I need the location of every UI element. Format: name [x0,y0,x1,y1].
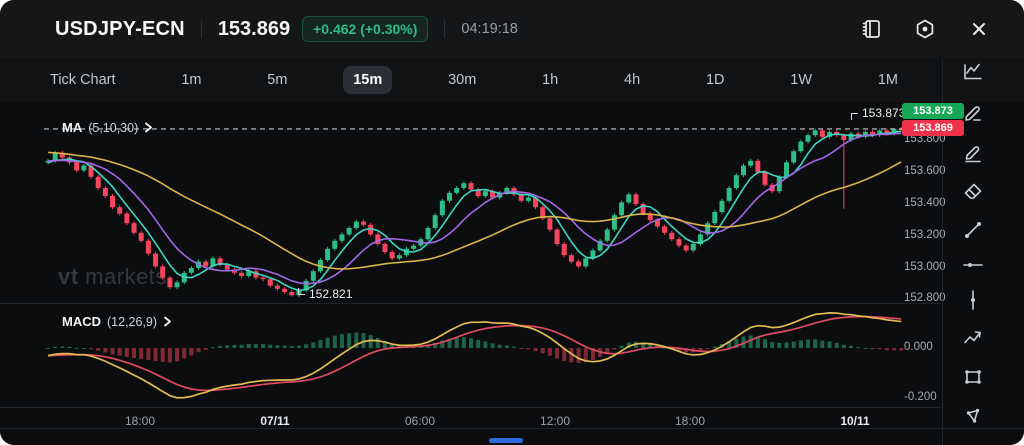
macd-tick: 0.000 [904,341,933,353]
tool-eraser-button[interactable] [956,175,990,209]
pencil-icon [965,106,981,121]
price-tick: 153.800 [904,133,946,145]
tool-marker-button[interactable] [956,136,990,170]
tab-1mo[interactable]: 1M [868,66,908,94]
timeframe-tabs: Tick Chart 1m 5m 15m 30m 1h 4h 1D 1W 1M [40,58,908,102]
toolbar-divider [942,58,943,445]
panel-divider [0,407,941,408]
tab-5m[interactable]: 5m [257,66,297,94]
close-icon [973,23,985,35]
close-button[interactable] [962,12,996,46]
tool-trend-line-button[interactable] [956,213,990,247]
tab-tick-chart[interactable]: Tick Chart [40,66,126,94]
divider [444,20,446,38]
ma-indicator-label[interactable]: MA (5,10,30) [62,120,153,135]
topbar: USDJPY-ECN 153.869 +0.462 (+0.30%) 04:19… [0,0,1024,58]
journal-icon [862,20,880,38]
macd-indicator-label[interactable]: MACD (12,26,9) [62,314,172,329]
time-tick: 10/11 [840,414,870,428]
tab-4h[interactable]: 4h [614,66,650,94]
time-tick: 12:00 [539,414,571,428]
tab-1m[interactable]: 1m [171,66,211,94]
tab-15m[interactable]: 15m [343,66,393,94]
price-tick: 153.200 [904,229,946,241]
divider [200,20,202,38]
trend-line-icon [965,222,981,238]
vt-markets-watermark: vt markets [58,264,167,289]
time-tick: 18:00 [124,414,156,428]
high-marker [851,112,858,120]
topbar-actions [854,12,1024,46]
tool-horizontal-line-button[interactable] [956,248,990,282]
journal-button[interactable] [854,12,888,46]
polygon-shape-icon [966,408,980,423]
price-tick: 153.000 [904,261,946,273]
bottom-divider [0,428,1024,429]
vertical-line-icon [971,290,975,310]
session-high-label: 153.873 [851,106,914,120]
tool-vertical-line-button[interactable] [956,283,990,317]
price-change-badge: +0.462 (+0.30%) [302,16,429,42]
tool-rectangle-button[interactable] [956,360,990,394]
chevron-right-icon [145,122,153,133]
last-price-value: 153.869 [217,17,291,40]
time-tick: 06:00 [404,414,436,428]
horizontal-ray-icon [963,263,983,267]
time-tick: 18:00 [674,414,706,428]
bottom-scroll-indicator[interactable] [489,438,523,443]
tab-30m[interactable]: 30m [438,66,486,94]
tool-indicators-button[interactable] [956,55,990,89]
marker-pen-icon [965,146,981,163]
tool-polygon-button[interactable] [956,399,990,433]
tab-1d[interactable]: 1D [696,66,735,94]
tool-wave-button[interactable] [956,321,990,355]
gear-icon [916,19,934,39]
tool-draw-button[interactable] [956,96,990,130]
line-chart-icon [964,63,982,80]
last-price-badge: 153.869 [902,120,964,136]
chevron-right-icon [164,316,171,327]
ask-price-badge: 153.873 [902,103,964,119]
price-tick: 153.400 [904,197,946,209]
tab-1h[interactable]: 1h [532,66,568,94]
settings-button[interactable] [908,12,942,46]
price-tick: 152.800 [904,292,946,304]
time-tick: 07/11 [260,414,290,428]
symbol-title: USDJPY-ECN [55,17,185,40]
eraser-icon [964,183,982,199]
panel-divider [0,303,941,304]
wave-arrow-icon [964,331,981,344]
session-clock: 04:19:18 [461,21,518,37]
low-marker [298,287,305,295]
rectangle-shape-icon [965,370,981,384]
price-tick: 153.600 [904,165,946,177]
tab-1w[interactable]: 1W [780,66,822,94]
chart-area[interactable]: vt markets [0,102,1024,445]
macd-tick: -0.200 [904,391,937,403]
session-low-label: 152.821 [298,287,352,301]
